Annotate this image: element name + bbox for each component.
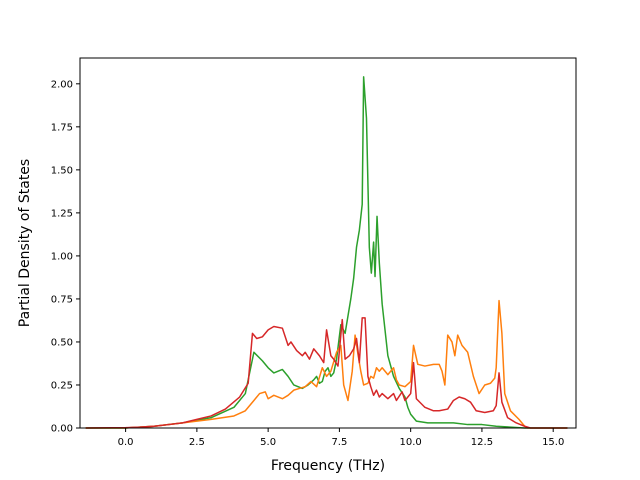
series-line-2 xyxy=(85,299,568,429)
y-tick-label: 0.75 xyxy=(51,294,73,305)
series-line-3 xyxy=(85,317,568,429)
x-tick-label: 5.0 xyxy=(260,437,276,448)
y-tick-label: 1.75 xyxy=(51,122,73,133)
y-tick-label: 1.25 xyxy=(51,208,73,219)
y-tick-label: 1.00 xyxy=(51,251,73,262)
y-tick-label: 1.50 xyxy=(51,165,73,176)
x-tick-label: 10.0 xyxy=(400,437,422,448)
x-tick-label: 12.5 xyxy=(471,437,493,448)
y-tick-label: 2.00 xyxy=(51,79,73,90)
series-layer xyxy=(85,76,568,429)
y-axis-ticks: 0.00 0.25 0.50 0.75 1.00 1.25 1.50 1.75 2.00 xyxy=(51,79,80,435)
x-axis-label: Frequency (THz) xyxy=(271,458,385,474)
axes-frame xyxy=(79,57,577,429)
x-tick-label: 7.5 xyxy=(331,437,347,448)
x-tick-label: 2.5 xyxy=(189,437,205,448)
y-axis-label: Partial Density of States xyxy=(17,159,33,327)
x-axis-ticks: 0.0 2.5 5.0 7.5 10.0 12.5 15.0 xyxy=(118,428,564,448)
x-tick-label: 15.0 xyxy=(542,437,564,448)
y-tick-label: 0.00 xyxy=(51,424,73,435)
y-tick-label: 0.25 xyxy=(51,380,73,391)
y-tick-label: 0.50 xyxy=(51,337,73,348)
series-line-1 xyxy=(85,76,568,429)
x-tick-label: 0.0 xyxy=(118,437,134,448)
